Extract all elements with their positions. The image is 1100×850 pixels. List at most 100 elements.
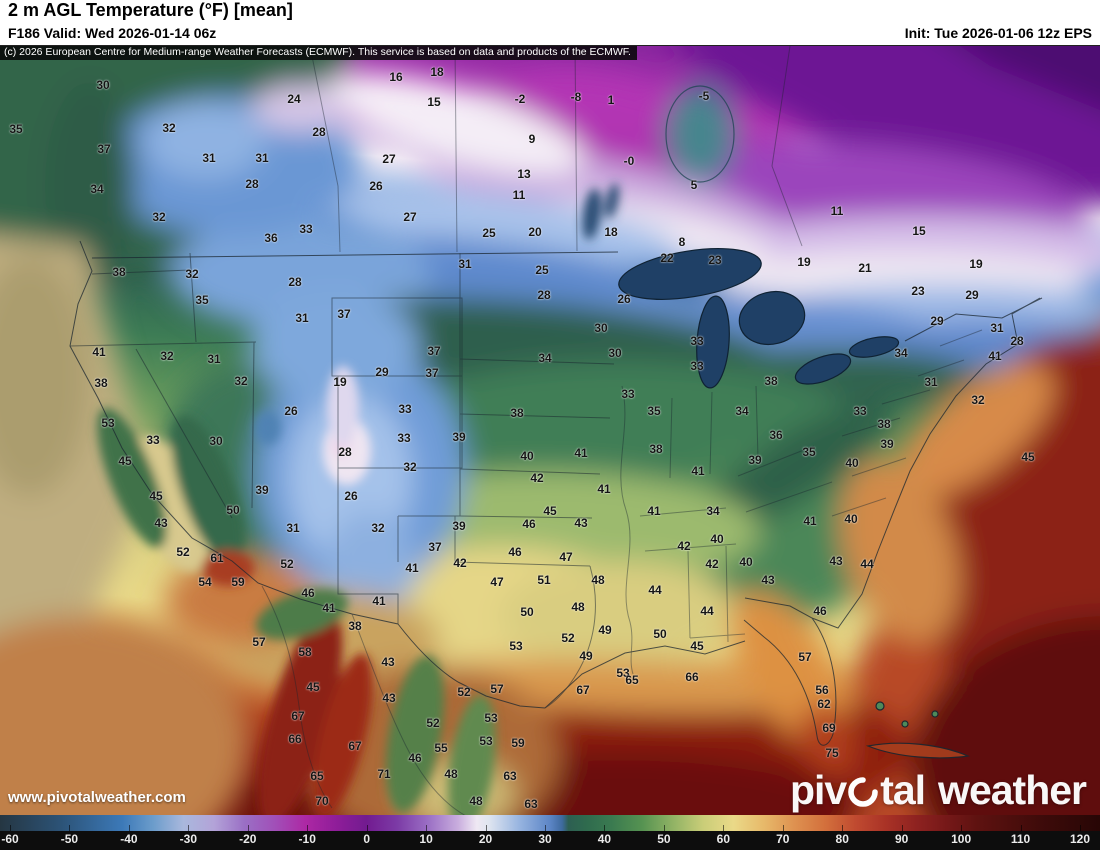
temp-label: 41 xyxy=(597,482,611,496)
colorbar-tick-label: -30 xyxy=(179,832,197,846)
colorbar-tick-label: 10 xyxy=(419,832,433,846)
temp-label: -0 xyxy=(623,154,635,168)
temp-label: 43 xyxy=(574,516,588,530)
temp-label: 43 xyxy=(154,516,168,530)
temp-label: 67 xyxy=(348,739,362,753)
colorbar-tick-label: 90 xyxy=(894,832,909,846)
temp-label: 37 xyxy=(425,366,439,380)
temp-label: 46 xyxy=(508,545,522,559)
temp-label: 29 xyxy=(375,365,389,379)
temp-labels-layer: 30 24 16 18 15 -2 -8 1 -5 35 32 37 31 31 28 27 9 13 -0 34 28… xyxy=(0,46,1100,816)
temp-label: 25 xyxy=(535,263,549,277)
copyright-strip: (c) 2026 European Centre for Medium-rang… xyxy=(0,46,637,60)
temp-label: 66 xyxy=(685,670,699,684)
temp-label: 42 xyxy=(453,556,467,570)
temp-label: 15 xyxy=(427,95,441,109)
colorbar-tick-mark xyxy=(247,825,249,831)
brand-watermark: piv tal weather xyxy=(790,767,1087,814)
init-time-text: Init: Tue 2026-01-06 12z EPS xyxy=(904,25,1092,41)
temp-label: 71 xyxy=(377,767,391,781)
temp-label: 33 xyxy=(397,431,411,445)
temp-label: 31 xyxy=(990,321,1004,335)
temp-label: 57 xyxy=(490,682,504,696)
temp-label: 33 xyxy=(299,222,313,236)
temp-label: 39 xyxy=(748,453,762,467)
temp-label: 50 xyxy=(226,503,240,517)
temp-label: 53 xyxy=(484,711,498,725)
colorbar-tick-label: -60 xyxy=(1,832,19,846)
temp-label: 52 xyxy=(561,631,575,645)
temp-label: 32 xyxy=(971,393,985,407)
temp-label: 41 xyxy=(647,504,661,518)
temp-label: 52 xyxy=(280,557,294,571)
brand-text-post: tal xyxy=(880,767,926,813)
temp-label: 46 xyxy=(301,586,315,600)
colorbar-tick-mark xyxy=(128,825,130,831)
temp-label: 41 xyxy=(322,601,336,615)
temp-label: 66 xyxy=(288,732,302,746)
temp-label: 53 xyxy=(101,416,115,430)
temp-label: 46 xyxy=(813,604,827,618)
temp-label: 70 xyxy=(315,794,329,808)
colorbar-tick-mark xyxy=(307,825,309,831)
temp-label: 37 xyxy=(427,344,441,358)
temp-label: 30 xyxy=(594,321,608,335)
great-lakes xyxy=(618,85,971,759)
temp-label: 31 xyxy=(458,257,472,271)
temp-label: 39 xyxy=(880,437,894,451)
temp-label: 32 xyxy=(403,460,417,474)
temp-label: 38 xyxy=(510,406,524,420)
temp-label: 38 xyxy=(764,374,778,388)
temp-label: 45 xyxy=(543,504,557,518)
temp-label: 32 xyxy=(152,210,166,224)
temp-label: 61 xyxy=(210,551,224,565)
colorbar-tick-mark xyxy=(901,825,903,831)
colorbar-tick-mark xyxy=(723,825,725,831)
temp-label: 40 xyxy=(520,449,534,463)
temp-label: 33 xyxy=(690,334,704,348)
temp-label: 13 xyxy=(517,167,531,181)
temp-label: 46 xyxy=(522,517,536,531)
temp-label: 25 xyxy=(482,226,496,240)
map-header: 2 m AGL Temperature (°F) [mean] F186 Val… xyxy=(0,0,1100,45)
temp-label: 42 xyxy=(530,471,544,485)
temp-label: 63 xyxy=(503,769,517,783)
temp-label: 29 xyxy=(965,288,979,302)
temp-label: 1 xyxy=(607,93,615,107)
temp-label: 35 xyxy=(195,293,209,307)
temp-label: 31 xyxy=(295,311,309,325)
temp-label: 33 xyxy=(853,404,867,418)
temp-label: 62 xyxy=(817,697,831,711)
colorbar-tick-mark xyxy=(1080,825,1081,831)
colorbar-tick-label: 100 xyxy=(951,832,972,846)
temp-label: 26 xyxy=(284,404,298,418)
temp-label: 21 xyxy=(858,261,872,275)
temp-label: 54 xyxy=(198,575,212,589)
temp-label: 41 xyxy=(691,464,705,478)
temp-label: 24 xyxy=(287,92,301,106)
temp-label: 31 xyxy=(924,375,938,389)
temp-label: 53 xyxy=(616,666,630,680)
temp-label: 37 xyxy=(428,540,442,554)
temp-label: 5 xyxy=(690,178,698,192)
colorbar-tick-label: 60 xyxy=(716,832,731,846)
temp-label: 43 xyxy=(382,691,396,705)
temp-label: 32 xyxy=(160,349,174,363)
colorbar-tick-label: 80 xyxy=(835,832,849,846)
temp-label: 44 xyxy=(648,583,662,597)
pivotal-swirl-icon xyxy=(848,776,878,807)
temp-label: 48 xyxy=(469,794,483,808)
temp-label: 56 xyxy=(815,683,829,697)
temp-label: 28 xyxy=(288,275,302,289)
colorbar-tick-label: 120 xyxy=(1069,832,1091,846)
temp-label: 35 xyxy=(647,404,661,418)
temp-label: 28 xyxy=(1010,334,1024,348)
temp-label: 53 xyxy=(479,734,493,748)
temp-label: 31 xyxy=(202,151,216,165)
temp-label: 35 xyxy=(802,445,816,459)
brand-text-word2: weather xyxy=(938,767,1087,813)
colorbar-tick-mark xyxy=(604,825,606,831)
temp-label: 40 xyxy=(844,512,858,526)
temp-label: 36 xyxy=(264,231,278,245)
temp-label: 40 xyxy=(845,456,859,470)
